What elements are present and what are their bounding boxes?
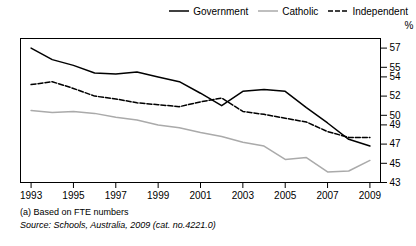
svg-text:43: 43 [390, 177, 402, 188]
html-text:Independent: Independent [352, 5, 408, 17]
svg-text:1993: 1993 [20, 190, 43, 201]
svg-text:1997: 1997 [105, 190, 128, 201]
html-text:Government: Government [193, 5, 249, 17]
svg-text:1995: 1995 [62, 190, 85, 201]
svg-text:49: 49 [390, 119, 402, 130]
svg-text:%: % [405, 20, 414, 31]
svg-text:47: 47 [390, 138, 402, 149]
svg-text:54: 54 [390, 71, 402, 82]
html-text:Catholic: Catholic [282, 5, 319, 17]
html-text:Source: Schools, Australia, 20: Source: Schools, Australia, 2009 (cat. n… [20, 220, 216, 230]
svg-text:2005: 2005 [274, 190, 297, 201]
svg-text:2001: 2001 [189, 190, 212, 201]
svg-text:52: 52 [390, 90, 402, 101]
svg-text:2003: 2003 [232, 190, 255, 201]
svg-text:50: 50 [390, 110, 402, 121]
svg-text:57: 57 [390, 42, 402, 53]
html-text:(a) Based on FTE numbers: (a) Based on FTE numbers [20, 207, 129, 217]
svg-text:1999: 1999 [147, 190, 170, 201]
svg-text:55: 55 [390, 62, 402, 73]
svg-text:2009: 2009 [359, 190, 382, 201]
svg-text:2007: 2007 [316, 190, 339, 201]
svg-text:45: 45 [390, 158, 402, 169]
